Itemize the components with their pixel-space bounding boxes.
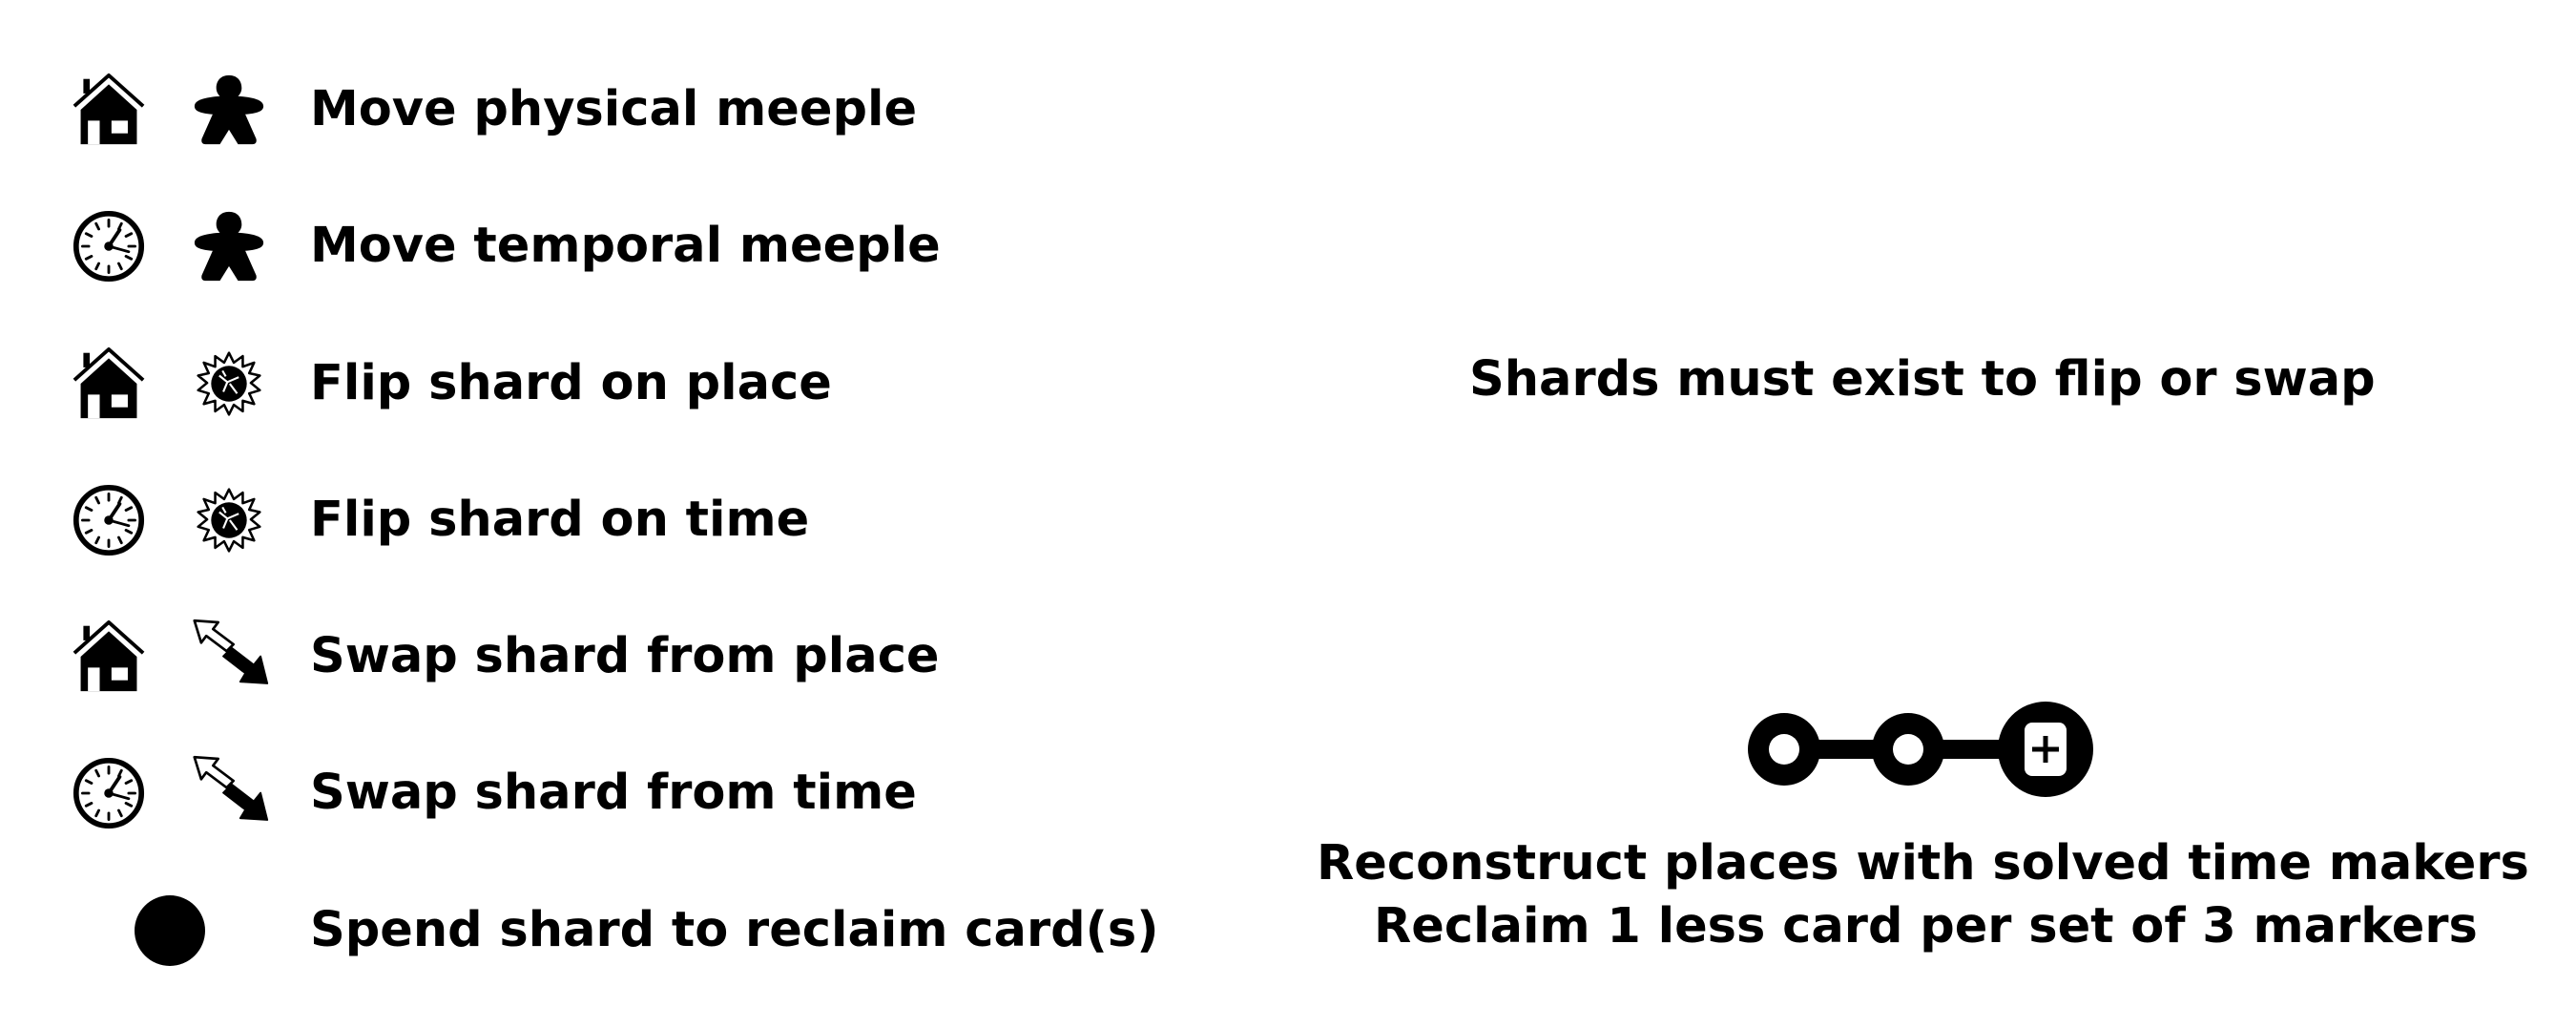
legend-row-label: Flip shard on time <box>310 492 810 548</box>
reconstruct-note-line1: Reconstruct places with solved time make… <box>1317 835 2529 892</box>
shard-icon <box>197 488 261 553</box>
shard-note: Shards must exist to flip or swap <box>1469 351 2376 408</box>
legend-row-spend-shard: Spend shard to reclaim card(s) <box>0 883 1240 978</box>
legend-row-swap-place: Swap shard from place <box>0 609 1240 704</box>
house-icon <box>73 347 145 420</box>
legend-row-label: Swap shard from place <box>310 628 940 684</box>
filled-circle-icon <box>135 895 205 966</box>
clock-icon <box>73 757 145 829</box>
legend-row-move-temporal: Move temporal meeple <box>0 199 1240 294</box>
clock-icon <box>73 484 145 556</box>
swap-arrows-icon <box>193 619 269 687</box>
legend-row-flip-place: Flip shard on place <box>0 336 1240 431</box>
meeple-icon <box>193 73 265 146</box>
reconstruct-note-line2: Reclaim 1 less card per set of 3 markers <box>1374 898 2478 955</box>
legend-row-label: Move physical meeple <box>310 81 918 137</box>
meeple-icon <box>193 210 265 283</box>
shard-icon <box>197 351 261 416</box>
clock-icon <box>73 210 145 283</box>
legend-row-flip-time: Flip shard on time <box>0 472 1240 568</box>
legend-row-swap-time: Swap shard from time <box>0 745 1240 841</box>
legend-row-move-physical: Move physical meeple <box>0 62 1240 157</box>
house-icon <box>73 73 145 146</box>
legend-row-label: Spend shard to reclaim card(s) <box>310 902 1159 958</box>
legend-row-label: Flip shard on place <box>310 355 832 411</box>
house-icon <box>73 620 145 693</box>
legend-row-label: Swap shard from time <box>310 765 917 821</box>
swap-arrows-icon <box>193 755 269 824</box>
legend-row-label: Move temporal meeple <box>310 218 941 274</box>
marker-track-icon <box>1748 702 2093 797</box>
